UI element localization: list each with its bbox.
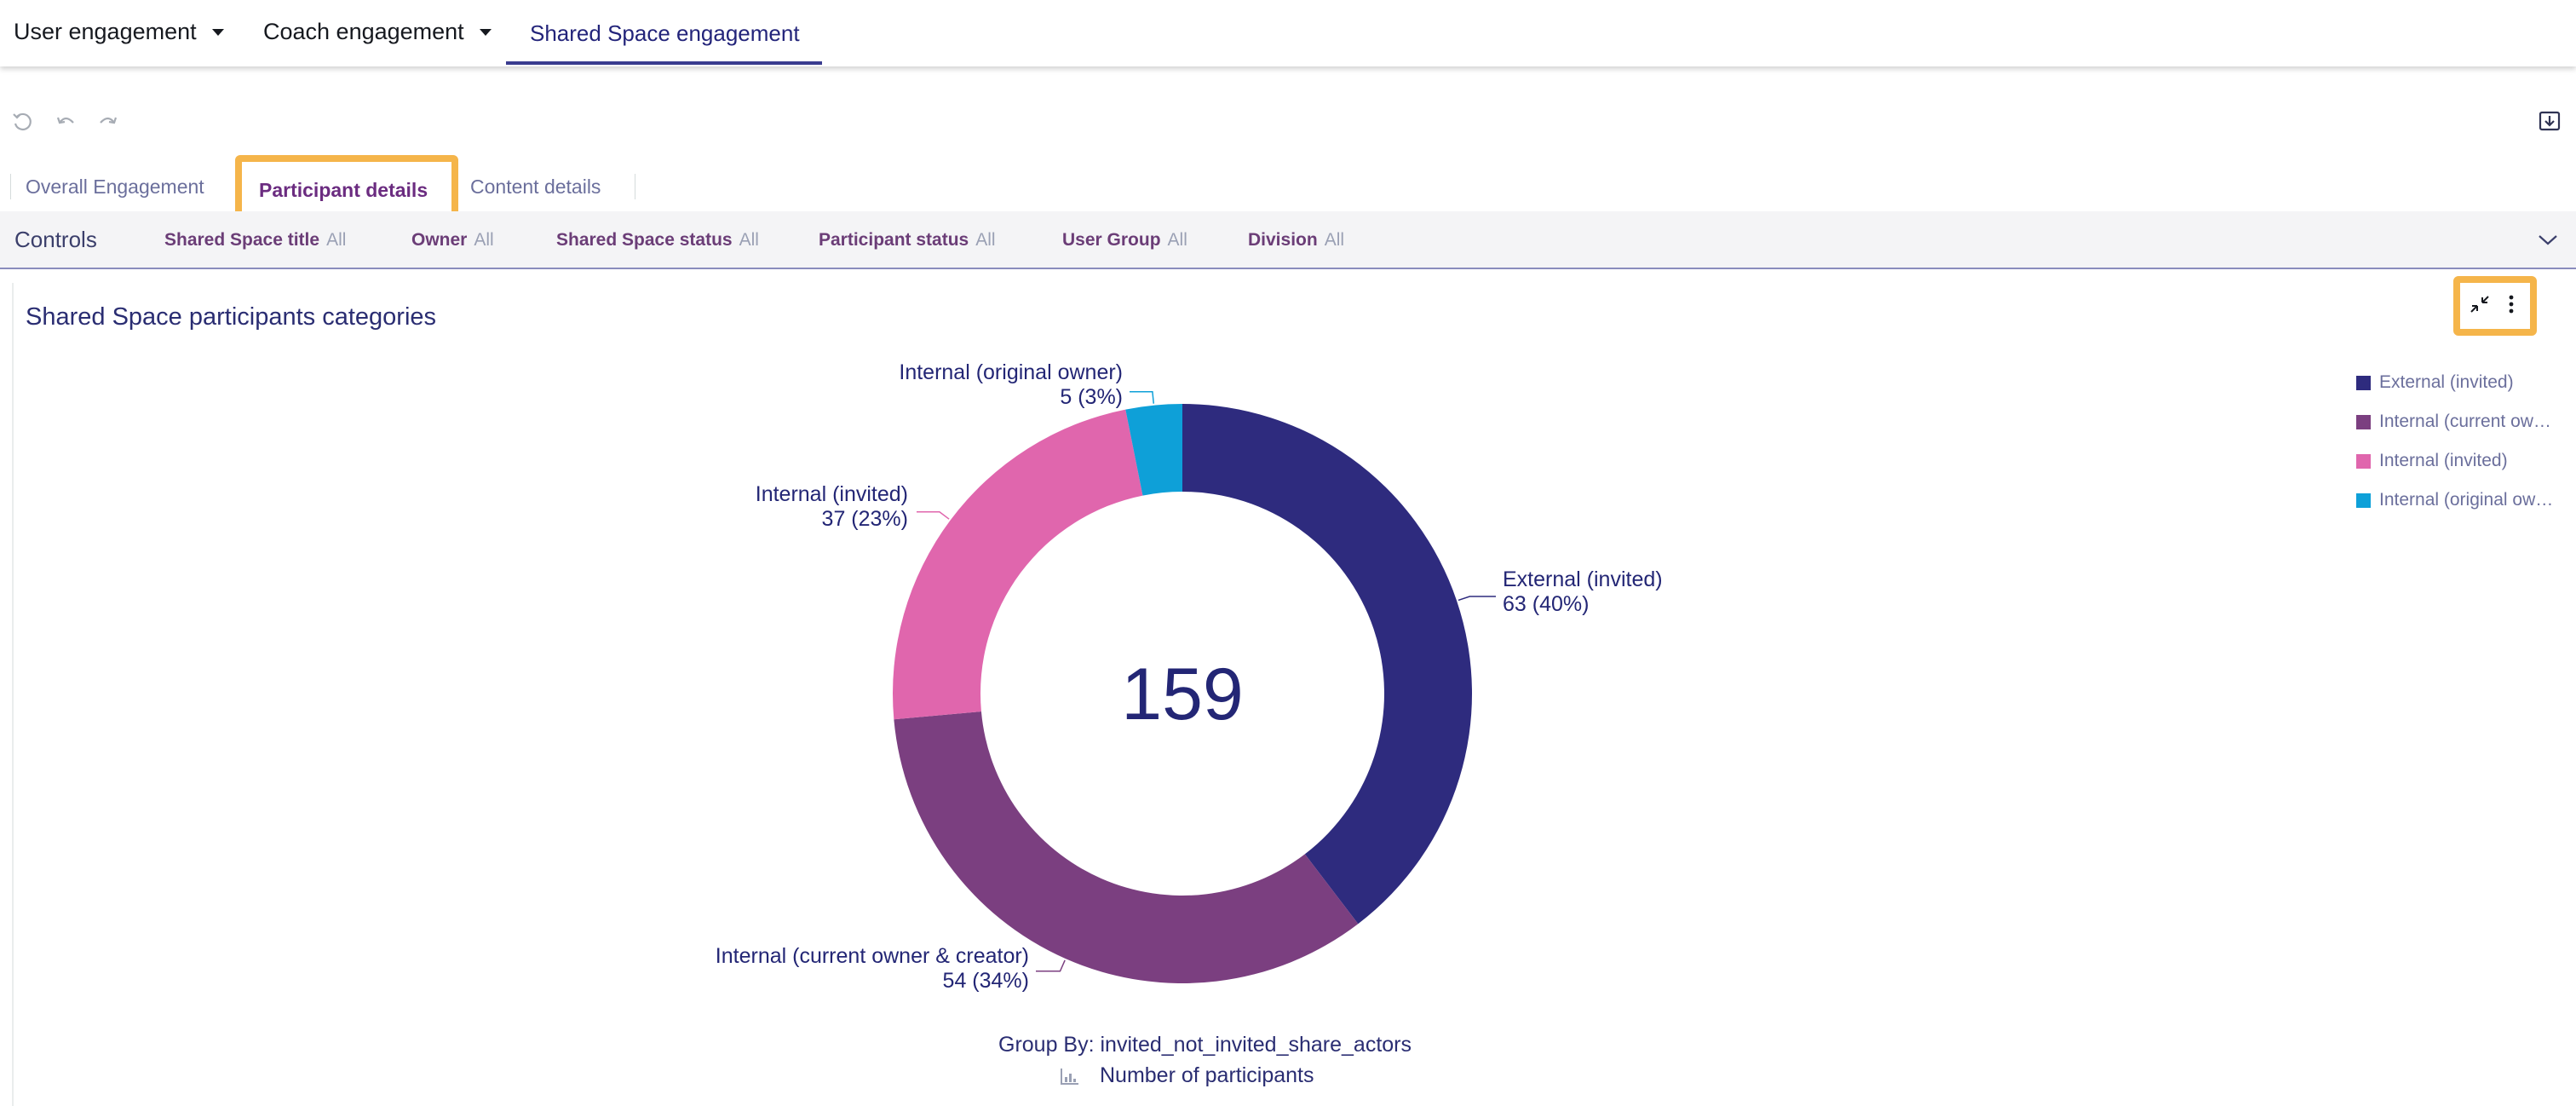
legend-item[interactable]: Internal (original owner) — [2356, 481, 2561, 520]
filter-value: All — [975, 230, 996, 250]
filter-name: Shared Space status — [556, 230, 733, 250]
legend-swatch — [2356, 453, 2371, 469]
center-total: 159 — [1121, 654, 1244, 735]
redo-icon[interactable] — [95, 109, 121, 135]
sheet-tabs: Overall Engagement Content details — [0, 153, 664, 213]
filter-division[interactable]: Division All — [1248, 230, 1344, 251]
slice-category-label: Internal (current owner & creator) — [716, 944, 1029, 968]
slice-value-label: 63 (40%) — [1503, 592, 1589, 616]
legend-item[interactable]: Internal (invited) — [2356, 441, 2561, 481]
nav-active-underline — [506, 61, 822, 65]
chart-legend: External (invited) Internal (current own… — [2356, 363, 2561, 520]
slice-category-label: Internal (original owner) — [899, 360, 1123, 384]
top-navigation: User engagement Coach engagement Shared … — [0, 0, 2576, 66]
visual-card — [12, 283, 2564, 1106]
tab-content-details[interactable]: Content details — [470, 176, 601, 198]
slice-category-label: External (invited) — [1503, 567, 1663, 591]
tab-overall-engagement[interactable]: Overall Engagement — [26, 176, 204, 198]
filter-value: All — [739, 230, 759, 250]
nav-shared-space-engagement[interactable]: Shared Space engagement — [530, 20, 800, 47]
slice-value-label: 54 (34%) — [943, 969, 1029, 993]
filter-name: User Group — [1062, 230, 1161, 250]
filter-value: All — [1167, 230, 1187, 250]
metric-label: Number of participants — [1100, 1063, 1314, 1087]
nav-item-label: Coach engagement — [263, 19, 464, 44]
slice-category-label: Internal (invited) — [756, 482, 908, 506]
legend-swatch — [2356, 493, 2371, 508]
nav-item-label: User engagement — [14, 19, 197, 44]
donut-slice[interactable] — [1125, 404, 1182, 496]
group-by-label: Group By: invited_not_invited_share_acto… — [998, 1033, 1412, 1057]
legend-swatch — [2356, 375, 2371, 390]
nav-coach-engagement[interactable]: Coach engagement — [263, 19, 492, 45]
visual-title: Shared Space participants categories — [26, 303, 437, 331]
reset-icon[interactable] — [10, 109, 36, 135]
filter-name: Division — [1248, 230, 1318, 250]
filter-shared-space-status[interactable]: Shared Space status All — [556, 230, 759, 251]
slice-value-label: 37 (23%) — [822, 507, 908, 531]
download-icon[interactable] — [2537, 108, 2562, 134]
caret-down-icon — [211, 28, 224, 36]
nav-item-label: Shared Space engagement — [530, 20, 800, 46]
leader-line — [1130, 390, 1155, 404]
collapse-icon[interactable] — [2467, 291, 2493, 321]
legend-item[interactable]: Internal (current owner & creator) — [2356, 402, 2561, 441]
caret-down-icon — [479, 28, 492, 36]
filter-shared-space-title[interactable]: Shared Space title All — [164, 230, 346, 251]
filter-value: All — [474, 230, 494, 250]
filter-name: Owner — [411, 230, 468, 250]
filter-user-group[interactable]: User Group All — [1062, 230, 1187, 251]
bar-chart-icon — [1058, 1065, 1082, 1089]
slice-value-label: 5 (3%) — [1060, 385, 1123, 409]
filter-participant-status[interactable]: Participant status All — [819, 230, 996, 251]
filter-name: Participant status — [819, 230, 969, 250]
tab-label: Participant details — [259, 179, 428, 201]
leader-line — [917, 511, 950, 520]
filter-value: All — [1324, 230, 1345, 250]
nav-user-engagement[interactable]: User engagement — [14, 19, 224, 45]
undo-icon[interactable] — [53, 109, 78, 135]
controls-bar: Controls Shared Space title All Owner All … — [0, 211, 2576, 269]
visual-actions — [2453, 276, 2537, 336]
filter-value: All — [326, 230, 347, 250]
leader-line — [1458, 596, 1496, 602]
donut-slice[interactable] — [1182, 404, 1472, 925]
legend-swatch — [2356, 414, 2371, 429]
donut-slice[interactable] — [894, 711, 1359, 984]
controls-label[interactable]: Controls — [14, 227, 97, 252]
chevron-down-icon[interactable] — [2535, 227, 2561, 252]
tab-divider — [10, 174, 11, 199]
filter-name: Shared Space title — [164, 230, 320, 250]
donut-slice[interactable] — [893, 409, 1143, 720]
more-options-icon[interactable] — [2498, 291, 2524, 321]
filter-owner[interactable]: Owner All — [411, 230, 494, 251]
leader-line — [1036, 959, 1066, 972]
legend-item[interactable]: External (invited) — [2356, 363, 2561, 402]
